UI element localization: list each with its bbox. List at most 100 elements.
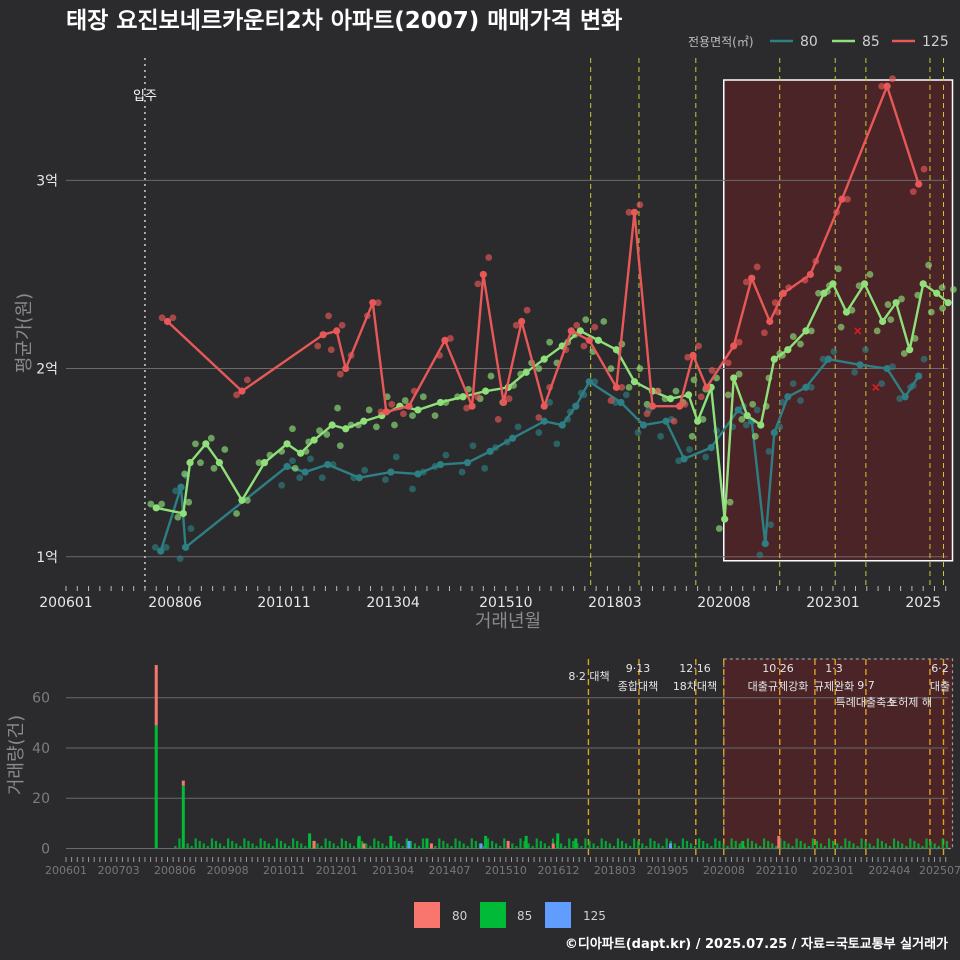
volume-bar-minor <box>649 838 652 849</box>
volume-bar-minor <box>560 843 563 849</box>
volume-bar-minor <box>235 843 238 849</box>
policy-name-label: 대출규제강화 <box>748 680 809 693</box>
volume-bar-minor <box>783 840 786 849</box>
series-point-125 <box>369 299 377 307</box>
series-point-85 <box>179 509 187 518</box>
trade-point-85 <box>898 295 905 303</box>
series-point-80 <box>414 470 422 478</box>
volume-bar-80 <box>506 840 510 849</box>
trade-point-125 <box>474 393 481 401</box>
volume-bar-minor <box>446 843 449 849</box>
trade-point-85 <box>738 415 746 423</box>
volume-bar-minor <box>734 840 737 849</box>
series-point-85 <box>202 440 210 448</box>
series-point-85 <box>666 395 675 403</box>
volume-bar-minor <box>190 845 193 849</box>
volume-bar-minor <box>320 845 323 849</box>
volume-bar-minor <box>381 843 384 849</box>
trade-point-125 <box>654 387 662 395</box>
series-point-80 <box>585 378 593 386</box>
x-tick-label: 202301 <box>806 595 859 611</box>
trade-point-85 <box>334 404 341 412</box>
trade-point-125 <box>446 335 454 342</box>
volume-bar-minor <box>681 838 685 849</box>
trade-point-125 <box>670 417 678 425</box>
trade-point-85 <box>938 284 946 292</box>
volume-bar-minor <box>365 843 368 849</box>
volume-bar-minor <box>945 840 948 849</box>
x-tick-label: 201304 <box>366 595 420 611</box>
volume-x-tick-label: 201905 <box>647 864 689 877</box>
volume-bar-minor <box>369 845 372 849</box>
volume-bar-85 <box>357 835 361 849</box>
trade-point-85 <box>797 340 804 348</box>
trade-point-80 <box>172 487 180 495</box>
volume-bar-minor <box>629 845 632 849</box>
volume-bar-80 <box>429 843 433 849</box>
volume-bar-minor <box>499 845 502 849</box>
series-point-125 <box>730 342 738 350</box>
trade-point-85 <box>192 440 199 448</box>
trade-point-125 <box>909 188 917 196</box>
volume-bar-85 <box>389 835 393 849</box>
volume-x-tick-label: 202008 <box>703 864 745 877</box>
volume-bar-minor <box>823 845 827 849</box>
volume-bar-minor <box>535 838 538 849</box>
trade-point-80 <box>819 355 827 363</box>
volume-bar-minor <box>292 838 295 849</box>
volume-bar-minor <box>572 840 575 849</box>
volume-x-tick-label: 202404 <box>868 864 910 877</box>
policy-date-label: 8·2 대책 <box>568 670 609 683</box>
series-point-125 <box>163 317 172 326</box>
x-tick-label: 200601 <box>39 595 92 611</box>
trade-point-125 <box>843 195 851 203</box>
volume-bar-85 <box>484 835 488 849</box>
volume-x-tick-label: 201201 <box>316 864 358 877</box>
move-in-label: 입주 <box>133 89 157 104</box>
main-y-axis-label: 평균가(원) <box>14 293 35 373</box>
trade-point-80 <box>392 453 400 461</box>
series-point-85 <box>186 459 194 467</box>
volume-bar-minor <box>714 838 717 849</box>
series-point-85 <box>283 440 291 448</box>
trade-point-85 <box>431 412 439 420</box>
volume-bar-minor <box>490 840 494 849</box>
trade-point-85 <box>607 365 615 372</box>
volume-bar-minor <box>503 838 506 849</box>
series-point-85 <box>612 346 621 354</box>
trade-point-85 <box>185 498 193 506</box>
trade-point-125 <box>338 321 346 329</box>
trade-point-85 <box>233 510 240 517</box>
volume-bar-minor <box>937 845 940 849</box>
volume-bar-minor <box>495 843 498 849</box>
volume-bar-85 <box>308 833 312 849</box>
volume-bar-minor <box>259 838 262 849</box>
series-point-85 <box>296 449 305 457</box>
trade-point-80 <box>289 457 296 465</box>
volume-bar-80 <box>312 840 316 849</box>
volume-x-tick-label: 200806 <box>154 864 196 877</box>
series-point-85 <box>630 378 639 386</box>
legend-bottom-label-125: 125 <box>583 909 606 923</box>
volume-bar-minor <box>815 840 819 849</box>
volume-bar-minor <box>588 840 591 849</box>
volume-bar-minor <box>174 845 177 849</box>
volume-bar-minor <box>442 840 445 849</box>
trade-point-125 <box>474 280 482 288</box>
volume-bar-minor <box>698 838 701 849</box>
trade-point-80 <box>851 368 859 376</box>
volume-bar-85 <box>154 725 158 849</box>
trade-point-85 <box>336 442 344 450</box>
volume-bar-minor <box>933 843 936 849</box>
volume-bar-minor <box>633 838 636 849</box>
volume-bar-minor <box>251 843 254 849</box>
volume-bar-minor <box>450 845 453 849</box>
volume-bar-minor <box>897 840 900 849</box>
main-x-axis-label: 거래년월 <box>475 611 541 632</box>
volume-bar-minor <box>564 845 567 849</box>
series-point-80 <box>901 393 909 401</box>
volume-x-tick-label: 201011 <box>263 864 305 877</box>
trade-point-85 <box>391 421 398 429</box>
volume-bar-minor <box>417 845 421 849</box>
